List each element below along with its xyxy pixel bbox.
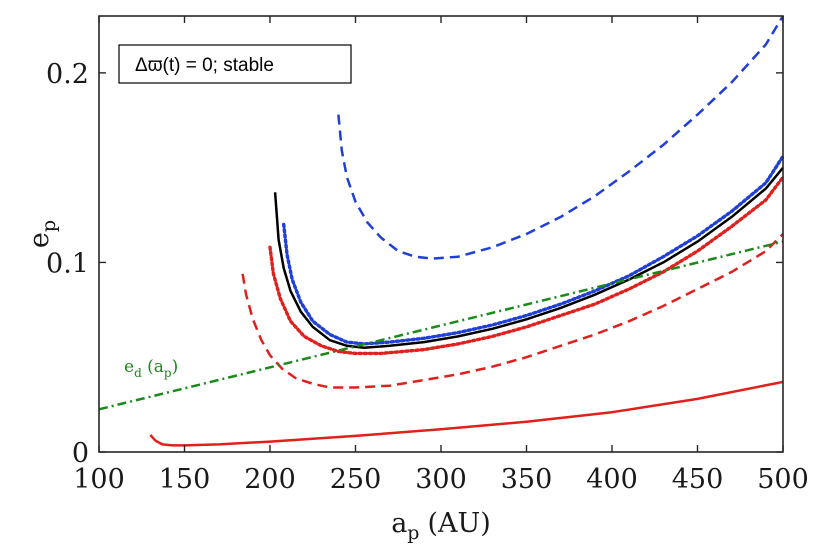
plot-frame xyxy=(98,15,784,453)
y-tick-label: 0 xyxy=(72,438,89,469)
x-tick-label: 500 xyxy=(757,464,809,495)
x-tick-label: 300 xyxy=(415,464,467,495)
y-axis-title: ep xyxy=(24,220,60,248)
y-axis-title-main: e xyxy=(24,232,55,248)
ed-annotation-main: e xyxy=(124,357,134,377)
x-tick-label: 150 xyxy=(159,464,211,495)
ed-annotation-sub-d: d xyxy=(134,366,142,380)
series-black-solid xyxy=(273,166,784,349)
x-tick-label: 250 xyxy=(330,464,382,495)
x-tick-label: 350 xyxy=(501,464,553,495)
ed-annotation-end: ) xyxy=(172,357,179,377)
y-tick-label: 0.2 xyxy=(46,59,89,90)
legend-text: Δϖ(t) = 0; stable xyxy=(135,55,274,76)
legend-box: Δϖ(t) = 0; stable xyxy=(118,44,352,84)
x-tick-label: 200 xyxy=(244,464,296,495)
y-axis-title-sub: p xyxy=(38,220,60,232)
series-red-dotted xyxy=(268,175,785,356)
series-red-dashed xyxy=(241,233,784,389)
x-axis-title: ap (AU) xyxy=(391,508,491,544)
x-axis-title-unit: (AU) xyxy=(427,508,490,539)
x-tick-label: 400 xyxy=(586,464,638,495)
x-tick-label: 450 xyxy=(672,464,724,495)
x-axis-title-sub: p xyxy=(407,522,419,544)
x-axis-title-main: a xyxy=(391,508,407,539)
legend-frame xyxy=(118,44,352,84)
plot-background xyxy=(99,16,783,452)
series-red-solid xyxy=(149,380,784,447)
series-green-dash-dot xyxy=(98,240,784,411)
x-tick-label: 100 xyxy=(73,464,125,495)
tick-layer: 100 150 200 250 300 350 400 450 500 0 0.1 0.2 xyxy=(46,16,809,495)
ed-annotation-mid: (a xyxy=(142,357,164,377)
ed-annotation: ed (ap) xyxy=(124,357,178,380)
ed-annotation-sub-p: p xyxy=(164,366,172,380)
series-blue-dotted xyxy=(282,154,785,346)
series-layer xyxy=(98,15,785,447)
y-tick-label: 0.1 xyxy=(46,248,89,279)
